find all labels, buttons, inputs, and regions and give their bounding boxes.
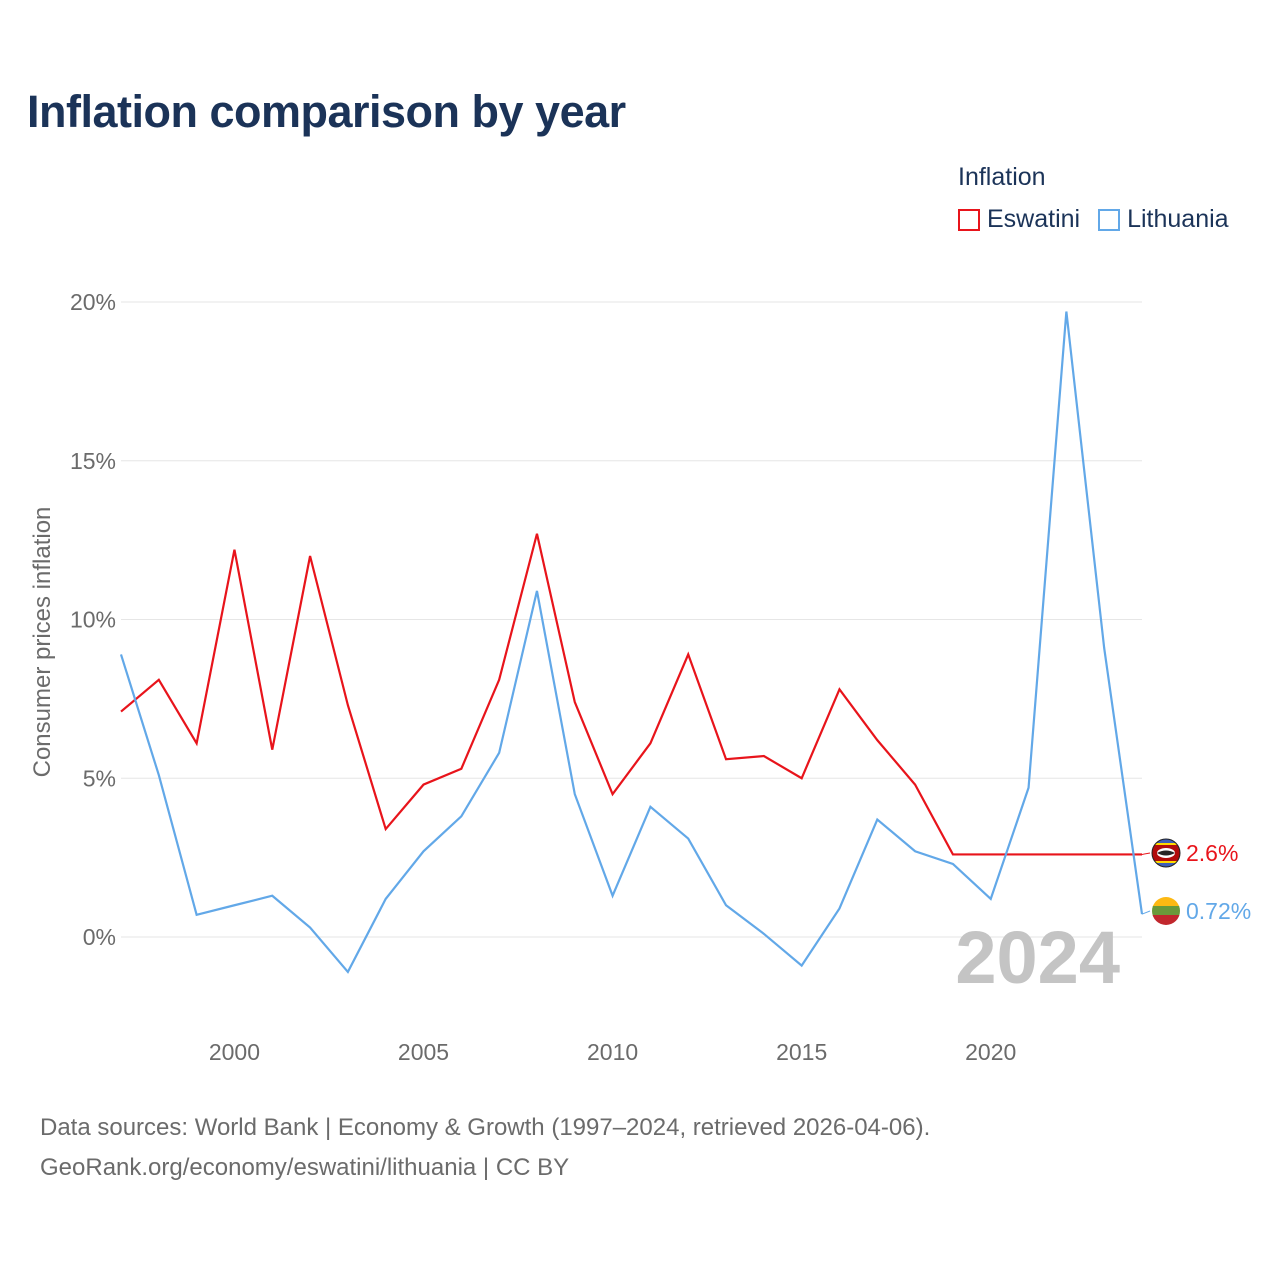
chart-title: Inflation comparison by year xyxy=(27,86,626,137)
y-tick-label: 0% xyxy=(83,924,116,950)
x-tick-label: 2000 xyxy=(209,1039,260,1065)
y-tick-label: 10% xyxy=(70,607,116,633)
x-tick-label: 2010 xyxy=(587,1039,638,1065)
x-tick-label: 2005 xyxy=(398,1039,449,1065)
legend-swatch-lithuania xyxy=(1098,208,1121,231)
line-chart: 0% 5% 10% 15% 20% 2000 2005 2010 2015 2020 2024 C… xyxy=(29,289,1251,1065)
eswatini-flag-icon xyxy=(1152,839,1180,867)
footer-link[interactable]: GeoRank.org/economy/eswatini/lithuania |… xyxy=(40,1154,570,1181)
legend-item-lithuania[interactable]: Lithuania xyxy=(1098,205,1229,234)
series-line-eswatini xyxy=(120,533,1142,856)
end-connector-eswatini xyxy=(1141,852,1151,855)
end-connector-lithuania xyxy=(1141,910,1151,915)
series-line-lithuania xyxy=(119,311,1144,974)
legend-title: Inflation xyxy=(958,163,1046,191)
footer: Data sources: World Bank | Economy & Gro… xyxy=(40,1108,930,1188)
legend-label-eswatini: Eswatini xyxy=(987,205,1081,233)
x-tick-label: 2015 xyxy=(776,1039,827,1065)
x-tick-label: 2020 xyxy=(965,1039,1016,1065)
legend-label-lithuania: Lithuania xyxy=(1127,205,1229,233)
legend-swatch-eswatini xyxy=(958,208,980,231)
y-tick-label: 20% xyxy=(70,289,116,315)
legend-item-eswatini[interactable]: Eswatini xyxy=(958,205,1080,234)
y-axis-label: Consumer prices inflation xyxy=(29,507,56,778)
year-watermark: 2024 xyxy=(955,916,1120,999)
y-tick-label: 15% xyxy=(70,448,116,474)
legend: Eswatini Lithuania xyxy=(958,205,1247,234)
end-value-label-eswatini: 2.6% xyxy=(1186,840,1238,866)
lithuania-flag-icon xyxy=(1152,897,1180,925)
footer-source: Data sources: World Bank | Economy & Gro… xyxy=(40,1114,931,1141)
end-value-label-lithuania: 0.72% xyxy=(1186,898,1251,924)
y-tick-label: 5% xyxy=(83,765,116,791)
